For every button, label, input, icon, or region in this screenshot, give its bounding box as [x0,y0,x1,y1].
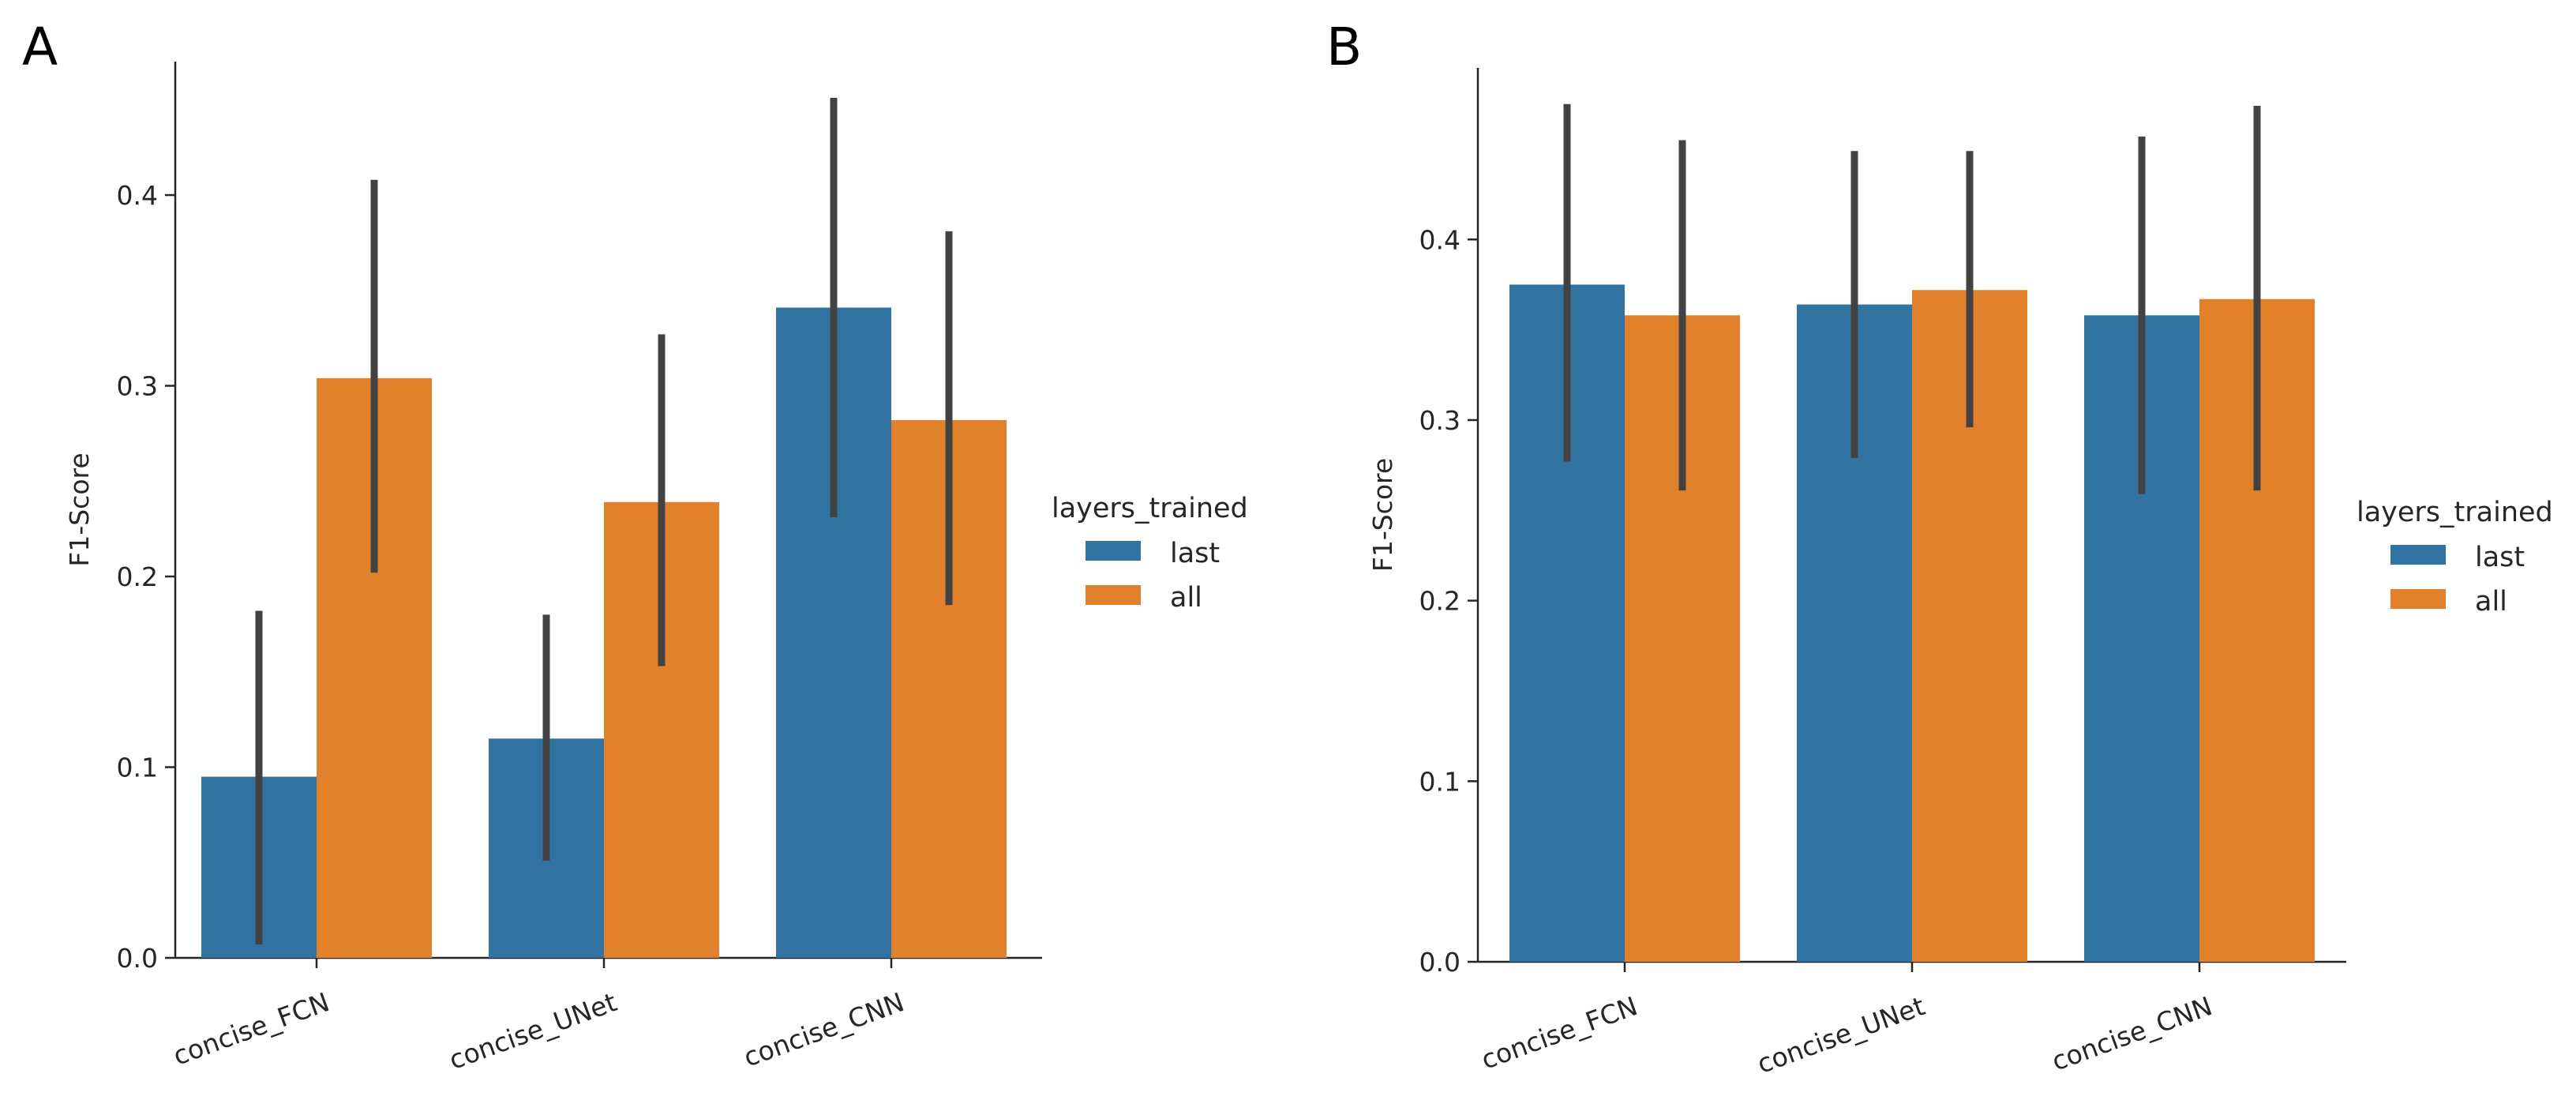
y-tick-label: 0.3 [117,371,158,402]
legend-label-last: last [1170,538,1220,569]
y-tick-label: 0.1 [1419,766,1460,797]
legend-label-all: all [1170,582,1202,614]
x-tick-label: concise_CNN [740,986,908,1072]
legend-title: layers_trained [1052,493,1248,524]
y-tick-label: 0.4 [117,180,158,211]
y-tick-label: 0.0 [1419,947,1460,978]
panel-b: B 0.0 0.1 0.2 0.3 0.4 F1-Score concise_FCN conci… [1326,17,2553,1079]
legend-swatch-last [2390,545,2446,565]
y-tick-label: 0.1 [117,753,158,783]
x-tick-label: concise_UNet [1753,990,1929,1079]
x-tick-label: concise_UNet [445,986,621,1076]
x-tick-label: concise_FCN [1477,990,1641,1076]
legend-title: layers_trained [2357,497,2553,528]
legend-label-all: all [2475,586,2507,618]
legend-label-last: last [2475,542,2525,573]
legend-swatch-all [1086,585,1141,605]
y-tick-label: 0.3 [1419,405,1460,436]
y-axis-title: F1-Score [64,452,95,566]
legend-swatch-all [2390,589,2446,609]
x-tick-label: concise_FCN [169,986,333,1072]
y-axis-title: F1-Score [1367,458,1398,572]
panel-letter: B [1326,17,1362,77]
y-tick-label: 0.2 [117,561,158,592]
y-tick-label: 0.4 [1419,224,1460,255]
panel-a: A 0.0 0.1 0.2 0.3 0.4 F1-Score concise_FCN conci… [22,17,1248,1076]
x-tick-label: concise_CNN [2048,990,2216,1076]
y-tick-label: 0.0 [117,943,158,974]
y-tick-label: 0.2 [1419,586,1460,617]
panel-letter: A [22,17,58,77]
legend-swatch-last [1086,541,1141,561]
